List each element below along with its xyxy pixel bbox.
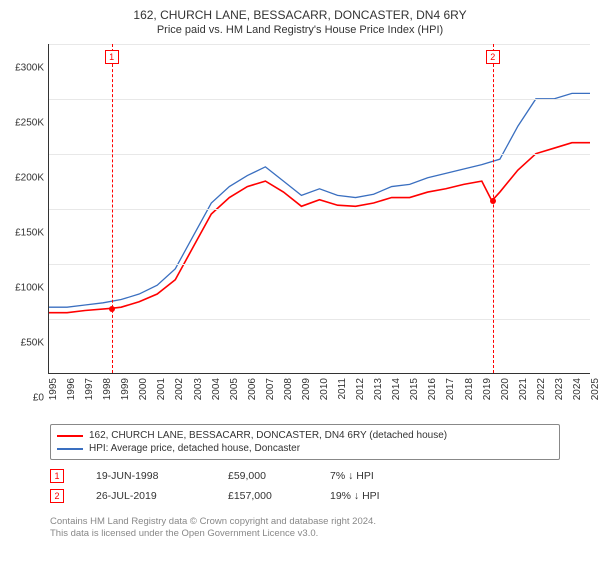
x-tick-label: 2008 bbox=[283, 378, 294, 400]
transaction-date: 19-JUN-1998 bbox=[96, 470, 196, 482]
x-tick-label: 2022 bbox=[536, 378, 547, 400]
x-tick-label: 2010 bbox=[319, 378, 330, 400]
legend-row: 162, CHURCH LANE, BESSACARR, DONCASTER, … bbox=[57, 429, 553, 442]
x-tick-label: 2003 bbox=[193, 378, 204, 400]
x-tick-label: 2011 bbox=[337, 378, 348, 400]
transaction-number-box: 2 bbox=[486, 50, 500, 64]
gridline bbox=[49, 154, 590, 155]
x-tick-label: 2025 bbox=[590, 378, 600, 400]
x-tick-label: 2000 bbox=[138, 378, 149, 400]
y-tick-label: £0 bbox=[33, 393, 44, 404]
transaction-index-box: 2 bbox=[50, 489, 64, 503]
x-tick-label: 2002 bbox=[174, 378, 185, 400]
legend-box: 162, CHURCH LANE, BESSACARR, DONCASTER, … bbox=[50, 424, 560, 460]
legend-label: 162, CHURCH LANE, BESSACARR, DONCASTER, … bbox=[89, 430, 447, 441]
x-tick-label: 2004 bbox=[211, 378, 222, 400]
x-tick-label: 1997 bbox=[84, 378, 95, 400]
x-tick-label: 2018 bbox=[464, 378, 475, 400]
x-tick-label: 1995 bbox=[48, 378, 59, 400]
transactions-table: 1 19-JUN-1998 £59,000 7% ↓ HPI 2 26-JUL-2019 £… bbox=[50, 466, 560, 506]
x-tick-label: 1999 bbox=[120, 378, 131, 400]
series-subject bbox=[49, 143, 590, 313]
y-tick-label: £150K bbox=[15, 228, 44, 239]
transaction-row: 2 26-JUL-2019 £157,000 19% ↓ HPI bbox=[50, 486, 560, 506]
x-tick-label: 2005 bbox=[229, 378, 240, 400]
transaction-marker bbox=[109, 306, 115, 312]
y-tick-label: £100K bbox=[15, 283, 44, 294]
y-tick-label: £200K bbox=[15, 173, 44, 184]
x-tick-label: 2024 bbox=[572, 378, 583, 400]
x-tick-label: 1998 bbox=[102, 378, 113, 400]
y-tick-label: £300K bbox=[15, 63, 44, 74]
transaction-row: 1 19-JUN-1998 £59,000 7% ↓ HPI bbox=[50, 466, 560, 486]
gridline bbox=[49, 44, 590, 45]
legend-swatch bbox=[57, 448, 83, 450]
x-tick-label: 2006 bbox=[247, 378, 258, 400]
chart-plot-area: 12 bbox=[48, 44, 590, 374]
x-tick-label: 2013 bbox=[373, 378, 384, 400]
legend-label: HPI: Average price, detached house, Donc… bbox=[89, 443, 300, 454]
transaction-vline bbox=[112, 44, 113, 373]
x-tick-label: 2009 bbox=[301, 378, 312, 400]
chart-title: 162, CHURCH LANE, BESSACARR, DONCASTER, … bbox=[0, 8, 600, 22]
y-tick-label: £250K bbox=[15, 118, 44, 129]
transaction-delta: 7% ↓ HPI bbox=[330, 470, 420, 482]
transaction-price: £157,000 bbox=[228, 490, 298, 502]
x-tick-label: 2015 bbox=[409, 378, 420, 400]
x-tick-label: 2019 bbox=[482, 378, 493, 400]
transaction-date: 26-JUL-2019 bbox=[96, 490, 196, 502]
x-tick-label: 2016 bbox=[427, 378, 438, 400]
x-tick-label: 2020 bbox=[500, 378, 511, 400]
legend-swatch bbox=[57, 435, 83, 437]
y-tick-label: £50K bbox=[21, 338, 44, 349]
x-tick-label: 2001 bbox=[156, 378, 167, 400]
x-tick-label: 2023 bbox=[554, 378, 565, 400]
gridline bbox=[49, 264, 590, 265]
x-tick-label: 2012 bbox=[355, 378, 366, 400]
gridline bbox=[49, 209, 590, 210]
transaction-marker bbox=[490, 198, 496, 204]
x-tick-label: 2017 bbox=[445, 378, 456, 400]
transaction-delta: 19% ↓ HPI bbox=[330, 490, 420, 502]
x-tick-label: 2014 bbox=[391, 378, 402, 400]
footnote-line-2: This data is licensed under the Open Gov… bbox=[50, 528, 560, 540]
transaction-index-box: 1 bbox=[50, 469, 64, 483]
footnote: Contains HM Land Registry data © Crown c… bbox=[50, 516, 560, 541]
gridline bbox=[49, 319, 590, 320]
y-axis: £0£50K£100K£150K£200K£250K£300K bbox=[0, 68, 46, 398]
x-tick-label: 2021 bbox=[518, 378, 529, 400]
transaction-price: £59,000 bbox=[228, 470, 298, 482]
chart-subtitle: Price paid vs. HM Land Registry's House … bbox=[0, 24, 600, 36]
x-tick-label: 2007 bbox=[265, 378, 276, 400]
x-axis: 1995 1996 1997 1998 1999 2000 2001 2002 2003 2004… bbox=[48, 374, 590, 414]
x-tick-label: 1996 bbox=[66, 378, 77, 400]
footnote-line-1: Contains HM Land Registry data © Crown c… bbox=[50, 516, 560, 528]
gridline bbox=[49, 99, 590, 100]
transaction-vline bbox=[493, 44, 494, 373]
legend-row: HPI: Average price, detached house, Donc… bbox=[57, 442, 553, 455]
transaction-number-box: 1 bbox=[105, 50, 119, 64]
